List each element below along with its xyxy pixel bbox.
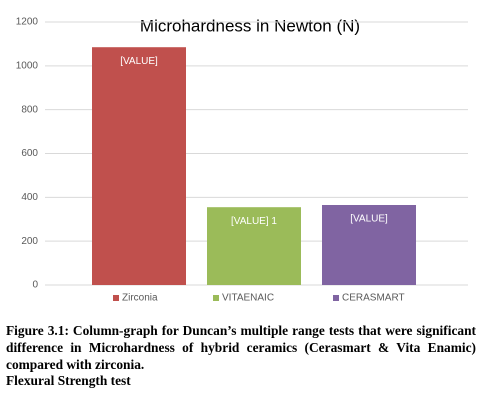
y-tick-label: 400: [21, 192, 38, 203]
y-tick-label: 200: [21, 236, 38, 247]
bar: [207, 207, 301, 285]
y-tick-label: 600: [21, 148, 38, 159]
chart: Microhardness in Newton (N) 0 200 400 600 80…: [16, 16, 468, 304]
data-label: [VALUE] 1: [231, 216, 277, 227]
chart-title: Microhardness in Newton (N): [140, 16, 360, 35]
legend-label: Zirconia: [122, 293, 158, 304]
bar: [92, 47, 186, 286]
section-heading: Flexural Strength test: [6, 373, 131, 388]
legend-swatch: [333, 295, 339, 301]
y-tick-label: 0: [32, 280, 38, 291]
legend-label: CERASMART: [342, 293, 405, 304]
figure-caption: Figure 3.1: Column-graph for Duncan’s mu…: [6, 323, 476, 372]
y-tick-label: 800: [21, 104, 38, 115]
data-label: [VALUE]: [120, 56, 158, 67]
legend-label: VITAENAIC: [222, 293, 274, 304]
y-tick-label: 1000: [16, 60, 39, 71]
legend-swatch: [213, 295, 219, 301]
bar: [322, 205, 416, 285]
y-tick-label: 1200: [16, 17, 39, 28]
legend-swatch: [113, 295, 119, 301]
data-label: [VALUE]: [350, 214, 388, 225]
